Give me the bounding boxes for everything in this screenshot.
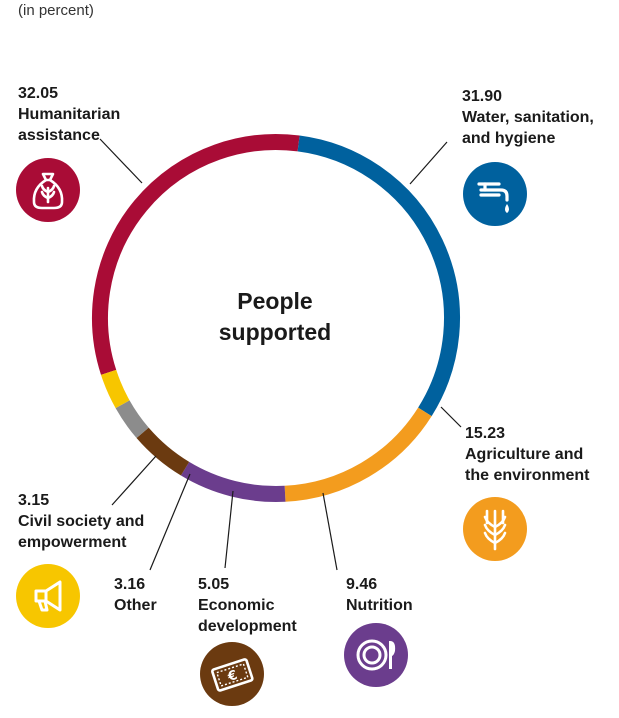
faucet-icon <box>463 162 527 226</box>
label-humanitarian-assistance: 32.05 Humanitarian assistance <box>18 83 120 146</box>
slice-water-sanitation-and-hygiene <box>297 135 460 417</box>
name-civil-society: Civil society and empowerment <box>18 513 145 551</box>
label-economic-development: 5.05 Economic development <box>198 574 297 637</box>
slice-other <box>115 400 149 439</box>
label-water-sanitation-hygiene: 31.90 Water, sanitation, and hygiene <box>462 86 594 149</box>
leader-line <box>322 492 338 571</box>
label-agriculture-environment: 15.23 Agriculture and the environment <box>465 423 589 486</box>
value-economic-development: 5.05 <box>198 576 230 593</box>
leader-line <box>149 473 191 571</box>
euro-banknote-icon: € <box>200 642 264 706</box>
chart-subtitle: (in percent) <box>18 2 94 19</box>
slice-agriculture-and-the-environment <box>284 407 432 502</box>
wheat-icon <box>463 497 527 561</box>
value-other: 3.16 <box>114 576 146 593</box>
value-civil-society: 3.15 <box>18 492 50 509</box>
leader-line <box>224 490 234 569</box>
plate-cutlery-icon <box>344 623 408 687</box>
leader-line <box>99 138 143 184</box>
value-agriculture-environment: 15.23 <box>465 425 506 442</box>
label-civil-society: 3.15 Civil society and empowerment <box>18 490 144 553</box>
center-label: People supported <box>218 288 332 345</box>
svg-text:€: € <box>225 668 239 685</box>
name-other: Other <box>114 597 157 614</box>
name-nutrition: Nutrition <box>346 597 413 614</box>
megaphone-icon <box>16 564 80 628</box>
label-other: 3.16 Other <box>114 574 157 616</box>
grain-sack-icon <box>16 158 80 222</box>
slice-humanitarian-assistance <box>92 134 300 375</box>
name-economic-development: Economic development <box>198 597 297 635</box>
slice-nutrition <box>180 461 286 502</box>
slice-civil-society-and-empowerment <box>101 369 130 409</box>
slice-economic-development <box>136 427 190 476</box>
leader-line <box>409 141 448 185</box>
label-nutrition: 9.46 Nutrition <box>346 574 413 616</box>
value-water-sanitation-hygiene: 31.90 <box>462 88 503 105</box>
leader-line <box>111 455 157 506</box>
name-agriculture-environment: Agriculture and the environment <box>465 446 590 484</box>
value-humanitarian-assistance: 32.05 <box>18 85 59 102</box>
name-water-sanitation-hygiene: Water, sanitation, and hygiene <box>462 109 594 147</box>
value-nutrition: 9.46 <box>346 576 378 593</box>
leader-line <box>440 406 462 428</box>
name-humanitarian-assistance: Humanitarian assistance <box>18 106 121 144</box>
